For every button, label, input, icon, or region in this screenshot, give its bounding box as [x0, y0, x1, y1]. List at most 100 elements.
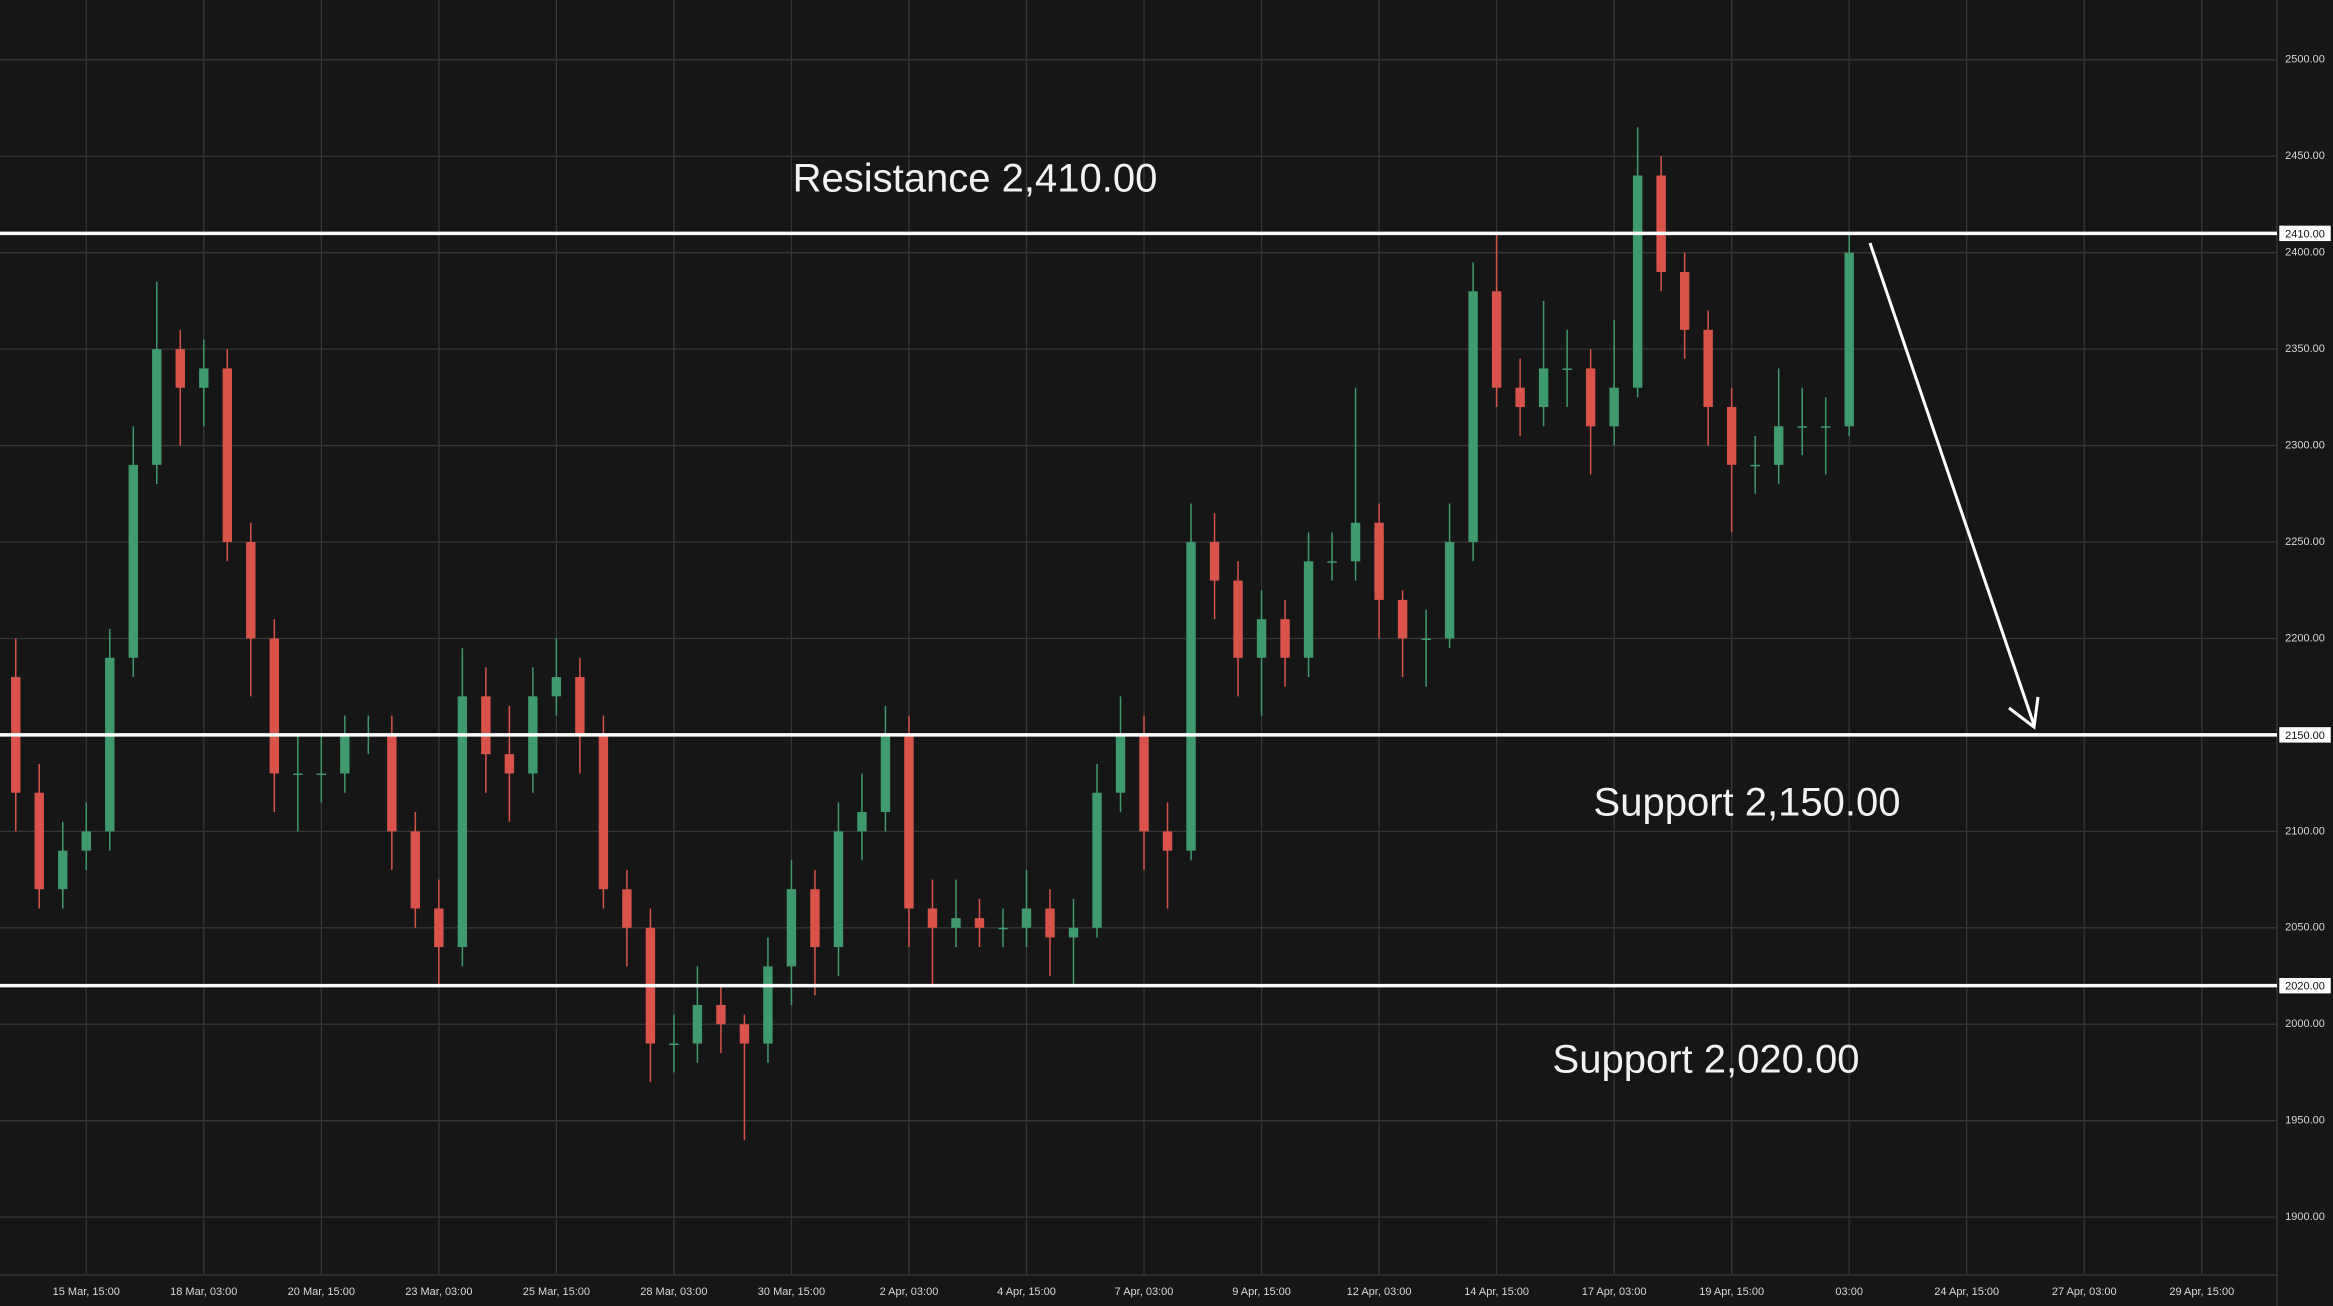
candle-body — [1350, 522, 1361, 562]
candle-body — [692, 1004, 703, 1044]
candle-body — [1280, 619, 1290, 658]
candle-body — [1750, 464, 1760, 467]
x-tick-label: 30 Mar, 15:00 — [758, 1286, 825, 1298]
level-annotation: Support 2,020.00 — [1553, 1038, 1860, 1082]
candle-body — [152, 349, 162, 465]
candle-body — [786, 889, 797, 967]
level-tag-box — [2278, 726, 2332, 744]
candle-body — [998, 927, 1008, 930]
candle-body — [551, 677, 562, 697]
y-tick-label: 2100.00 — [2285, 825, 2325, 837]
x-tick-label: 25 Mar, 15:00 — [523, 1286, 590, 1298]
x-tick-label: 28 Mar, 03:00 — [640, 1286, 707, 1298]
candle-body — [598, 734, 609, 890]
candle-body — [1844, 252, 1854, 427]
x-tick-label: 12 Apr, 03:00 — [1347, 1286, 1412, 1298]
candle-body — [105, 657, 115, 832]
candle-body — [1468, 291, 1478, 543]
x-tick-label: 7 Apr, 03:00 — [1115, 1286, 1174, 1298]
candle-body — [222, 368, 233, 543]
level-tag: 2150.00 — [2285, 730, 2325, 742]
candle-body — [1820, 426, 1831, 428]
candle-body — [974, 918, 985, 928]
level-annotation: Support 2,150.00 — [1594, 781, 1901, 825]
y-tick-label: 2200.00 — [2285, 632, 2325, 644]
candle-body — [951, 918, 961, 928]
x-tick-label: 29 Apr, 15:00 — [2169, 1286, 2234, 1298]
candle-body — [293, 773, 303, 775]
candle-body — [34, 792, 44, 890]
level-tag: 2410.00 — [2285, 228, 2325, 240]
candle-body — [1491, 291, 1502, 388]
candle-body — [1421, 638, 1431, 640]
candle-body — [1209, 542, 1220, 581]
y-tick-label: 2050.00 — [2285, 922, 2325, 934]
candle-body — [739, 1024, 750, 1044]
x-tick-label: 20 Mar, 15:00 — [288, 1286, 355, 1298]
y-tick-label: 2000.00 — [2285, 1018, 2325, 1030]
candle-body — [1585, 368, 1596, 427]
candle-body — [1303, 561, 1314, 658]
candle-body — [269, 638, 280, 774]
candle-body — [1679, 271, 1690, 330]
candle-body — [504, 754, 515, 774]
candle-body — [575, 677, 585, 735]
candle-body — [1021, 908, 1032, 928]
y-tick-label: 2500.00 — [2285, 54, 2325, 66]
candle-body — [904, 734, 914, 909]
candle-body — [1256, 619, 1267, 658]
candle-body — [1703, 329, 1713, 407]
x-tick-label: 9 Apr, 15:00 — [1232, 1286, 1291, 1298]
candle-body — [1656, 175, 1666, 272]
candle-body — [857, 812, 867, 832]
candle-body — [669, 1043, 679, 1046]
candle-body — [410, 831, 421, 909]
candle-body — [1139, 734, 1149, 832]
candle-body — [1444, 542, 1455, 639]
candle-body — [1797, 426, 1807, 428]
candle-body — [1397, 599, 1408, 639]
candle-body — [833, 831, 844, 948]
candle-body — [927, 908, 938, 928]
level-tag-box — [2278, 225, 2332, 242]
candle-body — [1092, 792, 1102, 928]
candle-body — [128, 464, 138, 658]
candle-body — [1186, 542, 1196, 851]
candle-body — [622, 889, 632, 928]
y-tick-label: 2450.00 — [2285, 150, 2325, 162]
candle-body — [1327, 561, 1337, 563]
projection-arrow — [1868, 242, 2040, 730]
y-tick-label: 1950.00 — [2285, 1115, 2325, 1127]
candle-body — [1773, 426, 1784, 465]
candle-body — [1632, 175, 1643, 388]
candle-body — [1115, 734, 1126, 793]
candle-body — [481, 696, 491, 755]
candle-body — [716, 1004, 726, 1025]
x-tick-label: 14 Apr, 15:00 — [1464, 1286, 1529, 1298]
y-tick-label: 2350.00 — [2285, 343, 2325, 355]
y-tick-label: 2250.00 — [2285, 536, 2325, 548]
level-tag: 2020.00 — [2285, 981, 2325, 993]
candle-body — [1374, 522, 1384, 600]
level-annotation: Resistance 2,410.00 — [793, 157, 1158, 201]
x-tick-label: 03:00 — [1835, 1286, 1863, 1298]
x-tick-label: 19 Apr, 15:00 — [1699, 1286, 1764, 1298]
x-tick-label: 27 Apr, 03:00 — [2052, 1286, 2117, 1298]
candle-body — [199, 368, 209, 388]
candle-body — [316, 773, 327, 775]
x-tick-label: 15 Mar, 15:00 — [53, 1286, 120, 1298]
x-tick-label: 18 Mar, 03:00 — [170, 1286, 237, 1298]
level-tag-box — [2278, 977, 2332, 994]
candle-body — [1515, 387, 1525, 407]
y-tick-label: 1900.00 — [2285, 1211, 2325, 1223]
x-tick-label: 23 Mar, 03:00 — [405, 1286, 472, 1298]
x-tick-label: 2 Apr, 03:00 — [880, 1286, 939, 1298]
candle-body — [434, 908, 444, 948]
candle-body — [246, 542, 256, 639]
candle-body — [1609, 387, 1619, 427]
candle-body — [1162, 831, 1173, 851]
candle-body — [880, 734, 891, 813]
